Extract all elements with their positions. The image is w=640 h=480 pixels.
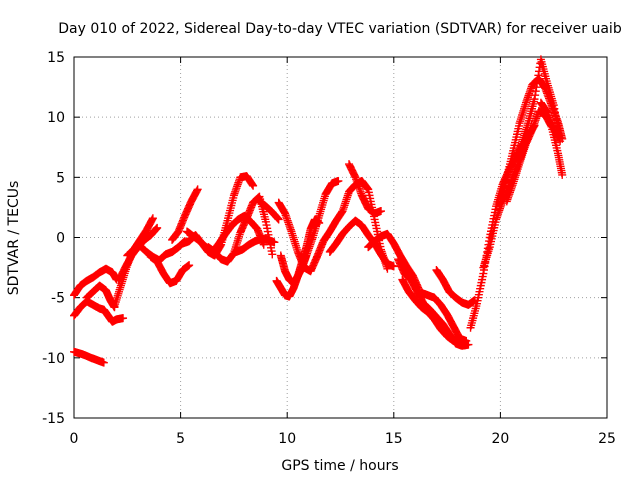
data-point	[153, 223, 162, 232]
series-track-14	[255, 197, 283, 224]
data-point	[119, 314, 128, 323]
x-tick-label: 20	[491, 431, 509, 447]
series-track-9	[168, 185, 202, 244]
data-point	[249, 181, 258, 190]
series-track-19	[345, 160, 386, 218]
y-tick-label: -5	[51, 291, 65, 307]
data-point	[334, 176, 343, 185]
y-tick-label: 10	[47, 110, 65, 126]
data-points	[70, 55, 567, 367]
series-track-1	[70, 347, 108, 367]
series-track-22	[398, 275, 471, 345]
series-track-8	[146, 252, 194, 288]
y-tick-label: 5	[56, 170, 65, 186]
series-track-27	[496, 74, 567, 203]
data-point	[455, 334, 464, 343]
data-point	[99, 358, 108, 367]
series-track-5	[110, 214, 157, 311]
series-track-24	[432, 265, 479, 309]
x-tick-label: 5	[176, 431, 185, 447]
data-point	[377, 207, 386, 216]
series-track-17	[274, 176, 392, 276]
data-point	[556, 134, 565, 143]
x-tick-label: 15	[385, 431, 403, 447]
y-tick-label: 15	[47, 50, 65, 66]
x-tick-label: 0	[70, 431, 79, 447]
series-track-13	[232, 234, 279, 256]
series-track-29	[536, 98, 565, 143]
data-point	[274, 215, 283, 224]
tick-labels: 0 5 10 15 20 25 -15 -10 -5 0 5 10 15	[42, 50, 616, 447]
y-tick-label: 0	[56, 231, 65, 247]
data-point	[185, 261, 194, 270]
series-track-3	[70, 264, 121, 300]
x-tick-label: 25	[598, 431, 616, 447]
data-point	[389, 262, 398, 271]
data-point	[558, 170, 567, 179]
data-point	[193, 185, 202, 194]
x-axis-label: GPS time / hours	[281, 458, 398, 474]
data-point	[148, 214, 157, 223]
y-tick-label: -15	[42, 411, 65, 427]
plot-frame	[73, 56, 608, 419]
series-track-2	[70, 297, 128, 326]
series-track-23	[417, 288, 464, 343]
data-point	[268, 250, 277, 259]
y-tick-label: -10	[42, 351, 65, 367]
data-point	[462, 336, 471, 345]
x-tick-label: 10	[278, 431, 296, 447]
chart-title: Day 010 of 2022, Sidereal Day-to-day VTE…	[58, 21, 622, 37]
data-point	[270, 238, 279, 247]
y-axis-label: SDTVAR / TECUs	[6, 181, 22, 296]
